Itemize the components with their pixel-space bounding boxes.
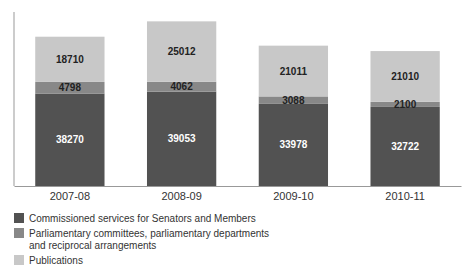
bar <box>259 104 328 186</box>
bar <box>370 51 439 102</box>
data-labels: 38270 39053 33978 32722 4798 4062 3088 2100 1871… <box>56 46 419 152</box>
data-label: 21011 <box>280 66 308 77</box>
data-label: 4062 <box>171 81 194 92</box>
data-label: 38270 <box>56 134 84 145</box>
tick: 2008-09 <box>161 190 201 202</box>
bars <box>35 21 440 186</box>
data-label: 21010 <box>391 71 419 82</box>
legend-swatch <box>14 255 24 265</box>
data-label: 18710 <box>56 54 84 65</box>
data-label: 4798 <box>59 82 82 93</box>
tick: 2010-11 <box>385 190 425 202</box>
x-axis-line <box>15 186 462 187</box>
data-label: 25012 <box>168 46 196 57</box>
bar <box>147 82 216 92</box>
legend-label: Parliamentary committees, parliamentary … <box>29 228 269 251</box>
legend-swatch <box>14 228 24 238</box>
legend-item: Publications <box>14 255 83 266</box>
plot: 2007-08 2008-09 2009-10 2010-11 38270 39053 33… <box>14 12 462 202</box>
data-label: 3088 <box>282 95 305 106</box>
x-axis: 2007-08 2008-09 2009-10 2010-11 <box>15 187 462 202</box>
tick: 2007-08 <box>50 190 90 202</box>
y-axis-line <box>14 12 15 186</box>
data-label: 33978 <box>279 139 307 150</box>
bar <box>259 46 328 97</box>
legend-item: Commissioned services for Senators and M… <box>14 213 256 224</box>
tick-label: 2010-11 <box>385 190 425 202</box>
bar <box>35 94 104 186</box>
legend-label: Publications <box>29 255 83 266</box>
tick: 2009-10 <box>273 190 313 202</box>
series <box>35 92 440 186</box>
tick-label: 2007-08 <box>50 190 90 202</box>
bar <box>370 107 439 186</box>
tick-label: 2009-10 <box>273 190 313 202</box>
bar <box>147 21 216 81</box>
data-label: 39053 <box>168 133 196 144</box>
legend: Commissioned services for Senators and M… <box>14 213 269 266</box>
legend-label: Commissioned services for Senators and M… <box>29 213 256 224</box>
data-label: 2100 <box>394 99 417 110</box>
series <box>35 21 440 101</box>
bar <box>35 82 104 94</box>
bar <box>35 37 104 82</box>
chart: 2007-08 2008-09 2009-10 2010-11 38270 39053 33… <box>0 0 475 268</box>
tick-label: 2008-09 <box>161 190 201 202</box>
legend-swatch <box>14 213 24 223</box>
data-label: 32722 <box>391 141 419 152</box>
bar <box>147 92 216 186</box>
legend-item: Parliamentary committees, parliamentary … <box>14 228 269 251</box>
